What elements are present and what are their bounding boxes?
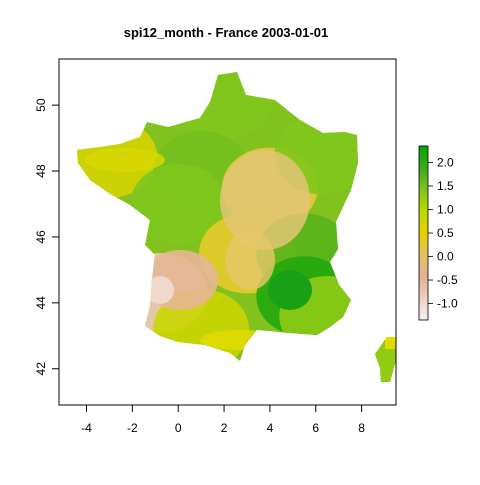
y-tick-label: 44 <box>34 296 48 310</box>
colorbar-tick-label: 1.5 <box>437 179 454 193</box>
massif-central-patch <box>225 230 275 290</box>
x-tick-label: 2 <box>221 421 228 435</box>
colorbar-tick-label: 0.5 <box>437 226 454 240</box>
raster-detail <box>85 148 312 350</box>
x-axis: -4 -2 0 2 4 6 8 <box>81 404 365 435</box>
y-tick-label: 46 <box>34 230 48 244</box>
colorbar: -1.0 -0.5 0.0 0.5 1.0 1.5 2.0 <box>418 145 458 321</box>
corsica-north-cell <box>385 337 396 349</box>
x-tick-label: 4 <box>267 421 274 435</box>
map-title: spi12_month - France 2003-01-01 <box>124 25 328 40</box>
colorbar-tick-label: 0.0 <box>437 250 454 264</box>
colorbar-tick-label: 2.0 <box>437 155 454 169</box>
x-tick-label: -4 <box>81 421 92 435</box>
y-axis: 42 44 46 48 50 <box>34 98 60 376</box>
colorbar-tick-label: -1.0 <box>437 297 458 311</box>
southern-alps-wet-core <box>268 270 312 310</box>
brittany-coast-patch <box>85 148 165 172</box>
spi-raster <box>77 72 396 382</box>
x-tick-label: 6 <box>312 421 319 435</box>
colorbar-tick-label: 1.0 <box>437 202 454 216</box>
aquitaine-driest-cell <box>146 276 174 304</box>
corsica-raster <box>375 337 396 382</box>
x-tick-label: 8 <box>358 421 365 435</box>
central-dry-patch <box>220 150 310 250</box>
colorbar-ticks: -1.0 -0.5 0.0 0.5 1.0 1.5 2.0 <box>428 155 458 311</box>
y-tick-label: 48 <box>34 164 48 178</box>
colorbar-ramp <box>418 145 429 321</box>
x-tick-label: 0 <box>175 421 182 435</box>
colorbar-tick-label: -0.5 <box>437 273 458 287</box>
y-tick-label: 50 <box>34 98 48 112</box>
y-tick-label: 42 <box>34 362 48 376</box>
region-cell <box>176 72 273 139</box>
region-cell <box>130 163 227 244</box>
x-tick-label: -2 <box>127 421 138 435</box>
pyrenees-patch <box>200 330 280 350</box>
